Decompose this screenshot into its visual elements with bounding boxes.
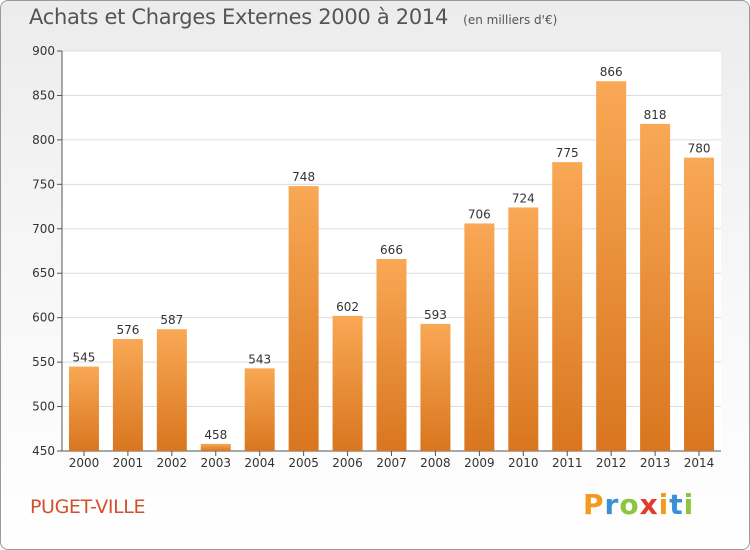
bar-2008 [420, 323, 451, 451]
bar-value-label: 818 [644, 108, 667, 122]
bar-2012 [596, 81, 627, 451]
bar-value-label: 706 [468, 207, 491, 221]
x-tick-label: 2010 [508, 456, 539, 470]
bar-value-label: 543 [248, 352, 271, 366]
bar-value-label: 775 [556, 146, 579, 160]
x-tick-label: 2011 [552, 456, 583, 470]
chart-title: Achats et Charges Externes 2000 à 2014 [29, 5, 449, 29]
x-tick-label: 2013 [640, 456, 671, 470]
bar-value-label: 545 [73, 351, 96, 365]
bar-value-label: 724 [512, 191, 535, 205]
logo-letter: x [639, 488, 659, 521]
x-tick-label: 2000 [69, 456, 100, 470]
bar-2002 [156, 329, 187, 451]
y-tick-label: 500 [32, 400, 55, 414]
logo-letter: r [604, 488, 620, 521]
bar-2000 [68, 366, 99, 451]
bar-2014 [684, 157, 715, 451]
bar-value-label: 576 [116, 323, 139, 337]
bar-2003 [200, 443, 231, 451]
logo-letter: P [583, 488, 605, 521]
y-tick-label: 600 [32, 311, 55, 325]
proxiti-logo[interactable]: Proxiti [583, 488, 694, 521]
y-tick-label: 700 [32, 222, 55, 236]
logo-letter: t [669, 488, 684, 521]
x-tick-label: 2006 [332, 456, 363, 470]
bar-2005 [288, 186, 319, 451]
bar-value-label: 593 [424, 308, 447, 322]
x-tick-label: 2005 [288, 456, 319, 470]
logo-letter: o [619, 488, 640, 521]
bar-2001 [112, 339, 143, 451]
y-tick-label: 450 [32, 444, 55, 458]
bar-2004 [244, 368, 275, 451]
x-tick-label: 2004 [244, 456, 275, 470]
bar-value-label: 458 [204, 428, 227, 442]
bar-value-label: 748 [292, 170, 315, 184]
y-tick-label: 900 [32, 44, 55, 58]
x-tick-label: 2002 [157, 456, 188, 470]
y-tick-label: 650 [32, 266, 55, 280]
bar-2009 [464, 223, 495, 451]
x-tick-label: 2003 [200, 456, 231, 470]
bar-2006 [332, 315, 363, 451]
logo-letter: i [658, 488, 670, 521]
y-tick-label: 750 [32, 177, 55, 191]
x-tick-label: 2009 [464, 456, 495, 470]
y-tick-label: 850 [32, 88, 55, 102]
y-tick-label: 550 [32, 355, 55, 369]
commune-name: PUGET-VILLE [30, 496, 146, 518]
x-tick-label: 2014 [684, 456, 715, 470]
bar-value-label: 666 [380, 243, 403, 257]
bar-2007 [376, 259, 407, 451]
bar-2013 [640, 123, 671, 451]
chart-subtitle: (en milliers d'€) [463, 13, 558, 27]
bar-value-label: 780 [688, 142, 711, 156]
logo-letter: i [683, 488, 695, 521]
x-tick-label: 2008 [420, 456, 451, 470]
x-tick-label: 2007 [376, 456, 407, 470]
title-row: Achats et Charges Externes 2000 à 2014 (… [29, 5, 557, 29]
x-tick-label: 2012 [596, 456, 627, 470]
x-tick-label: 2001 [113, 456, 144, 470]
bar-value-label: 587 [160, 313, 183, 327]
bar-value-label: 602 [336, 300, 359, 314]
bar-2010 [508, 207, 539, 451]
bar-value-label: 866 [600, 65, 623, 79]
bar-2011 [552, 162, 583, 451]
y-tick-label: 800 [32, 133, 55, 147]
